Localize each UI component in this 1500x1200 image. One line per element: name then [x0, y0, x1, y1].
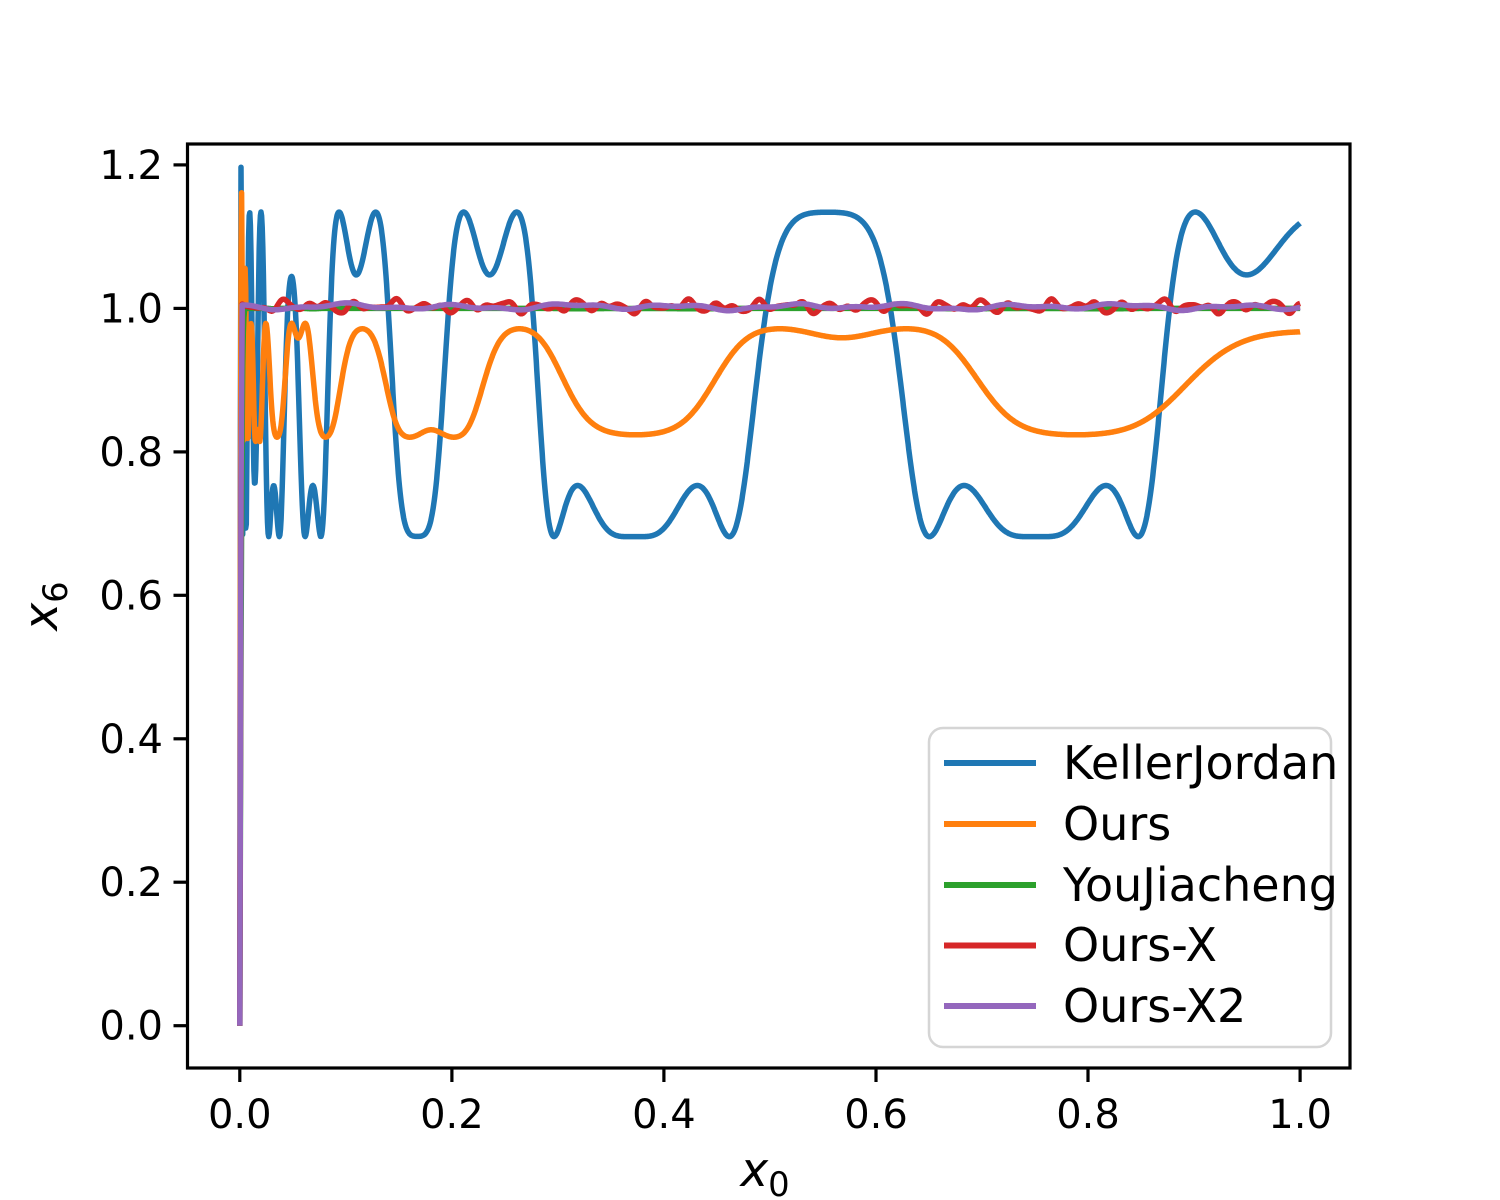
y-axis-label: x6	[14, 581, 75, 632]
x-tick-label: 0.8	[1056, 1092, 1120, 1138]
legend-label: Ours-X2	[1063, 979, 1246, 1033]
legend-label: Ours	[1063, 797, 1171, 851]
y-tick-label: 0.2	[99, 860, 163, 906]
legend-label: KellerJordan	[1063, 736, 1338, 790]
y-tick-label: 0.8	[99, 430, 163, 476]
series-line-ours	[237, 190, 1303, 1026]
plot-series-layer	[237, 164, 1303, 1026]
series-line-kellerjordan	[237, 164, 1303, 1026]
y-tick-label: 0.0	[99, 1004, 163, 1050]
x-tick-label: 1.0	[1268, 1092, 1332, 1138]
y-tick-label: 0.4	[99, 717, 163, 763]
legend-entry: KellerJordan	[944, 736, 1338, 790]
legend-entry: YouJiacheng	[944, 858, 1338, 912]
legend: KellerJordan Ours YouJiacheng Ours-X Our…	[927, 726, 1338, 1049]
y-tick-label: 0.6	[99, 573, 163, 619]
legend-frame	[927, 726, 1333, 1049]
legend-label: YouJiacheng	[1062, 858, 1338, 912]
x-tick-label: 0.0	[208, 1092, 272, 1138]
y-tick-label: 1.2	[99, 143, 163, 189]
series-line-ours-x2	[237, 300, 1302, 1026]
y-tick-label: 1.0	[99, 286, 163, 332]
x-axis-label: x0	[738, 1143, 789, 1200]
y-axis-ticks: 0.0 0.2 0.4 0.6 0.8 1.0 1.2	[99, 143, 188, 1050]
x-axis-ticks: 0.0 0.2 0.4 0.6 0.8 1.0	[208, 1068, 1332, 1138]
x-tick-label: 0.6	[844, 1092, 908, 1138]
x-tick-label: 0.4	[632, 1092, 696, 1138]
legend-label: Ours-X	[1063, 918, 1217, 972]
legend-entry: Ours-X2	[944, 979, 1246, 1033]
legend-entry: Ours	[944, 797, 1171, 851]
x-tick-label: 0.2	[420, 1092, 484, 1138]
axes-frame	[185, 142, 1352, 1070]
legend-entry: Ours-X	[944, 918, 1217, 972]
